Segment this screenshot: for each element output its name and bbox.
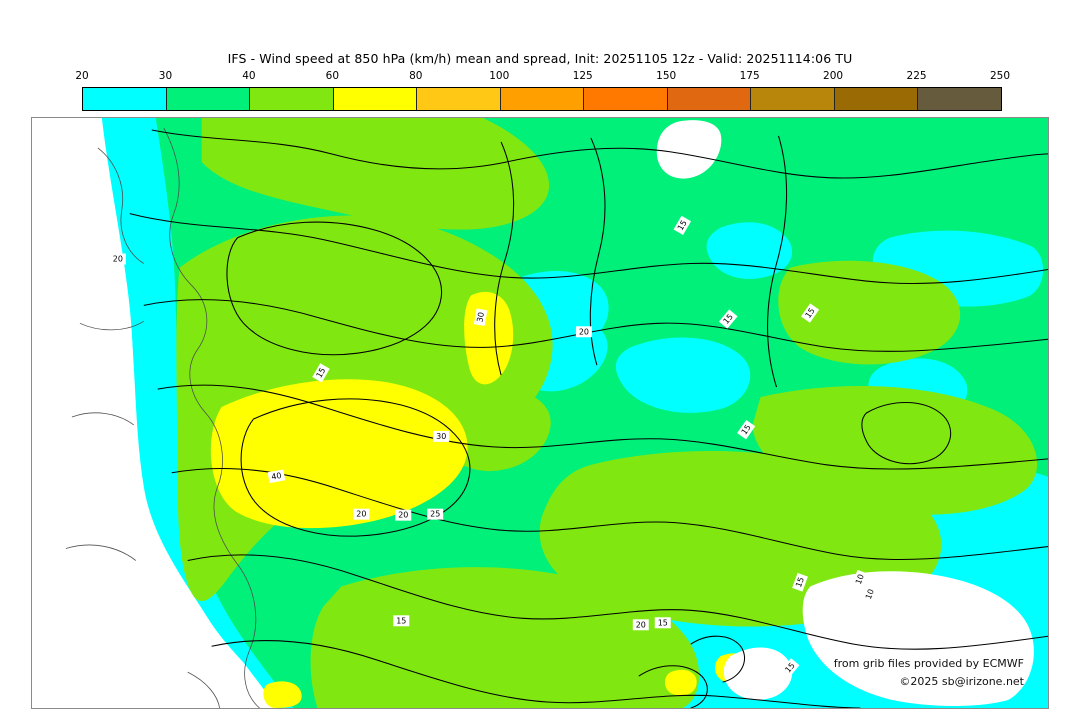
- colorbar-band-60-80: [333, 88, 418, 110]
- landmask-northafrica: [802, 571, 1034, 707]
- colorbar-band-225-250: [918, 88, 1002, 110]
- landmask-scandi: [656, 120, 722, 179]
- shade-cyan-right-1: [706, 222, 793, 279]
- svg-text:10: 10: [854, 573, 866, 586]
- svg-text:25: 25: [430, 510, 440, 519]
- colorbar-tick-20: 20: [75, 70, 89, 82]
- shade-band-40-60-g: [778, 260, 961, 365]
- svg-text:15: 15: [794, 576, 806, 589]
- coastlines: [65, 127, 260, 708]
- svg-text:30: 30: [436, 432, 446, 441]
- svg-text:20: 20: [579, 327, 589, 336]
- colorbar-tick-100: 100: [489, 70, 510, 82]
- contour-labels: 30 20 30 20: [109, 215, 878, 678]
- shade-band-40-60-f: [310, 567, 700, 708]
- shade-cyan-right-3: [615, 337, 751, 413]
- shade-band-60-80-main: [210, 379, 468, 529]
- colorbar-band-125-150: [584, 88, 668, 110]
- colorbar-band-20-30: [83, 88, 167, 110]
- credit-source: from grib files provided by ECMWF: [833, 657, 1024, 670]
- landmask-west: [32, 118, 268, 708]
- svg-text:15: 15: [315, 366, 328, 379]
- svg-text:20: 20: [356, 510, 366, 519]
- svg-text:20: 20: [398, 511, 408, 520]
- colorbar-band-100-125: [500, 88, 585, 110]
- svg-text:15: 15: [676, 219, 689, 232]
- shade-band-60-80-sm2: [263, 681, 302, 708]
- svg-text:40: 40: [271, 471, 283, 482]
- colorbar-tick-40: 40: [242, 70, 256, 82]
- colorbar-tick-80: 80: [409, 70, 423, 82]
- shade-band-20-30-coast: [119, 118, 332, 708]
- colorbar-band-200-225: [834, 88, 919, 110]
- colorbar-tick-200: 200: [823, 70, 844, 82]
- svg-text:15: 15: [658, 618, 668, 627]
- svg-text:30: 30: [475, 311, 486, 323]
- shade-band-60-80-sm3: [664, 669, 697, 696]
- shade-band-40-60-d: [442, 390, 551, 472]
- colorbar-tick-250: 250: [989, 70, 1011, 82]
- colorbar-tick-60: 60: [325, 70, 340, 82]
- shade-band-40-60-h: [752, 386, 1038, 515]
- colorbar: [82, 87, 1002, 111]
- colorbar-tick-labels: 20 30 40 60 80 100 125 150 175 200 225 250: [0, 70, 1080, 84]
- colorbar-band-175-200: [751, 88, 835, 110]
- landmask-alps: [723, 647, 793, 700]
- contour-lines: [129, 129, 1048, 708]
- colorbar-band-80-100: [417, 88, 501, 110]
- credit-copyright: ©2025 sb@irizone.net: [899, 675, 1024, 688]
- svg-text:10: 10: [864, 588, 876, 601]
- svg-text:20: 20: [113, 255, 123, 264]
- colorbar-tick-125: 125: [572, 70, 593, 82]
- colorbar-band-30-40: [166, 88, 251, 110]
- colorbar-band-40-60: [250, 88, 334, 110]
- svg-text:15: 15: [396, 616, 406, 625]
- colorbar-tick-225: 225: [906, 70, 927, 82]
- colorbar-band-150-175: [667, 88, 752, 110]
- page-title: IFS - Wind speed at 850 hPa (km/h) mean …: [227, 51, 853, 66]
- svg-text:20: 20: [636, 620, 646, 629]
- map-field: 30 20 30 20: [32, 118, 1048, 708]
- colorbar-tick-30: 30: [158, 70, 173, 82]
- colorbar-tick-150: 150: [656, 70, 677, 82]
- map-panel[interactable]: 30 20 30 20: [31, 117, 1049, 709]
- colorbar-tick-175: 175: [739, 70, 760, 82]
